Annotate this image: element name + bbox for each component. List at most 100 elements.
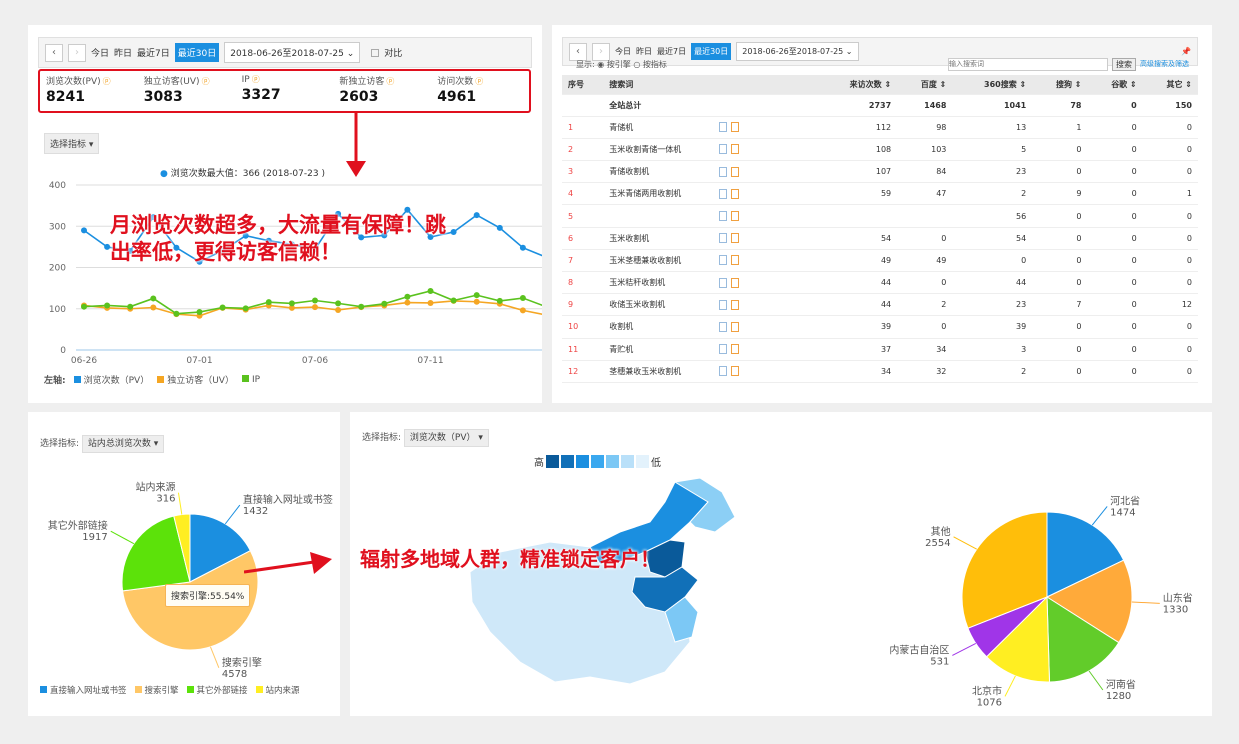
- metric-select[interactable]: 浏览次数（PV） ▾: [403, 429, 489, 447]
- data-point: [473, 212, 480, 219]
- help-icon[interactable]: ⓟ: [102, 77, 111, 86]
- value-cell: 0: [1032, 138, 1088, 162]
- y-tick-label: 0: [60, 346, 66, 356]
- last30-link[interactable]: 最近30日: [174, 43, 220, 62]
- row-number: 5: [562, 204, 604, 228]
- yesterday-link[interactable]: 昨日: [636, 47, 652, 56]
- legend-item[interactable]: 站内来源: [255, 684, 300, 696]
- search-detail-icon[interactable]: [719, 144, 728, 155]
- max-value-note: ● 浏览次数最大值：366 (2018-07-23 ): [160, 169, 325, 179]
- slice-value: 2554: [925, 538, 950, 549]
- compare-checkbox[interactable]: [371, 48, 380, 57]
- column-header[interactable]: 360搜索 ⇕: [952, 75, 1033, 95]
- date-range-select[interactable]: 2018-06-26至2018-07-25 ⌄: [224, 42, 361, 63]
- advanced-search-link[interactable]: 高级搜索及筛选: [1140, 60, 1189, 68]
- search-button[interactable]: 搜索: [1112, 58, 1136, 71]
- china-map[interactable]: [460, 472, 740, 692]
- label-connector: [952, 642, 977, 656]
- today-link[interactable]: 今日: [91, 49, 110, 59]
- value-cell: 37: [818, 338, 898, 361]
- trend-icon[interactable]: [731, 255, 740, 266]
- value-cell: 0: [1087, 160, 1143, 184]
- legend-item[interactable]: 其它外部链接: [186, 684, 248, 696]
- prev-button[interactable]: ‹: [45, 43, 63, 62]
- keyword-search-input[interactable]: [948, 58, 1108, 71]
- column-header[interactable]: 搜狗 ⇕: [1032, 75, 1088, 95]
- trend-icon[interactable]: [731, 144, 740, 155]
- value-cell: 3: [952, 338, 1033, 361]
- trend-icon[interactable]: [731, 188, 740, 199]
- search-detail-icon[interactable]: [719, 321, 728, 332]
- radio-by-metric[interactable]: ○ 按指标: [633, 60, 667, 69]
- value-cell: 0: [1142, 138, 1198, 162]
- trend-icon[interactable]: [731, 122, 740, 133]
- search-detail-icon[interactable]: [719, 211, 728, 222]
- pin-icon[interactable]: 📌: [1181, 47, 1191, 56]
- search-detail-icon[interactable]: [719, 188, 728, 199]
- radio-by-engine[interactable]: ◉ 按引擎: [597, 60, 631, 69]
- help-icon[interactable]: ⓟ: [201, 77, 210, 86]
- next-button[interactable]: ›: [68, 43, 86, 62]
- row-number: 2: [562, 138, 604, 162]
- trend-icon[interactable]: [731, 277, 740, 288]
- last7-link[interactable]: 最近7日: [657, 47, 687, 56]
- trend-icon[interactable]: [731, 166, 740, 177]
- data-point: [496, 224, 503, 231]
- last7-link[interactable]: 最近7日: [137, 49, 170, 59]
- column-header[interactable]: 谷歌 ⇕: [1087, 75, 1143, 95]
- total-value: 150: [1142, 94, 1198, 117]
- today-link[interactable]: 今日: [615, 47, 631, 56]
- search-detail-icon[interactable]: [719, 344, 728, 355]
- keyword-cell: 青储收割机: [603, 160, 819, 184]
- search-detail-icon[interactable]: [719, 166, 728, 177]
- legend-item[interactable]: 直接输入网址或书签: [40, 684, 127, 696]
- column-header[interactable]: 其它 ⇕: [1142, 75, 1198, 95]
- trend-icon[interactable]: [731, 366, 740, 377]
- next-button[interactable]: ›: [592, 42, 610, 61]
- value-cell: 0: [1087, 116, 1143, 139]
- scale-swatch: [561, 455, 574, 468]
- date-range-select[interactable]: 2018-06-26至2018-07-25 ⌄: [736, 42, 859, 61]
- column-header[interactable]: 百度 ⇕: [897, 75, 953, 95]
- search-detail-icon[interactable]: [719, 299, 728, 310]
- row-number: 4: [562, 182, 604, 206]
- help-icon[interactable]: ⓟ: [251, 75, 260, 84]
- legend-item[interactable]: 搜索引擎: [134, 684, 179, 696]
- trend-icon[interactable]: [731, 299, 740, 310]
- table-row: 1 青储机 112 98 13 1 0 0: [562, 116, 1198, 139]
- pie-slice: [1046, 511, 1125, 598]
- yesterday-link[interactable]: 昨日: [114, 49, 133, 59]
- data-point: [150, 304, 157, 311]
- search-detail-icon[interactable]: [719, 366, 728, 377]
- data-point: [81, 227, 87, 234]
- value-cell: 103: [897, 138, 953, 162]
- value-cell: 9: [1032, 182, 1088, 206]
- value-cell: 0: [1142, 227, 1198, 250]
- slice-value: 1076: [977, 697, 1002, 708]
- scale-high-label: 高: [534, 458, 544, 469]
- search-detail-icon[interactable]: [719, 277, 728, 288]
- help-icon[interactable]: ⓟ: [386, 77, 395, 86]
- legend-item-uv[interactable]: 独立访客（UV）: [157, 373, 234, 386]
- trend-icon[interactable]: [731, 233, 740, 244]
- search-detail-icon[interactable]: [719, 255, 728, 266]
- help-icon[interactable]: ⓟ: [475, 77, 484, 86]
- last30-link[interactable]: 最近30日: [691, 43, 732, 60]
- select-metric-button[interactable]: 选择指标 ▾: [44, 133, 100, 154]
- trend-icon[interactable]: [731, 211, 740, 222]
- search-detail-icon[interactable]: [719, 233, 728, 244]
- value-cell: 0: [1142, 271, 1198, 295]
- metric-label: 访问次数: [437, 77, 474, 87]
- column-header[interactable]: 来访次数 ⇕: [818, 75, 898, 95]
- legend-item-ip[interactable]: IP: [241, 374, 260, 385]
- slice-label: 搜索引擎: [222, 656, 262, 669]
- trend-icon[interactable]: [731, 321, 740, 332]
- pie-slice: [985, 595, 1051, 683]
- keyword-cell: 青贮机: [603, 338, 819, 361]
- metric-select[interactable]: 站内总浏览次数 ▾: [81, 435, 165, 453]
- date-toolbar: ‹ › 今日 昨日 最近7日 最近30日 2018-06-26至2018-07-…: [38, 37, 532, 68]
- legend-item-pv[interactable]: 浏览次数（PV）: [73, 373, 149, 386]
- prev-button[interactable]: ‹: [569, 42, 587, 61]
- search-detail-icon[interactable]: [719, 122, 728, 133]
- trend-icon[interactable]: [731, 344, 740, 355]
